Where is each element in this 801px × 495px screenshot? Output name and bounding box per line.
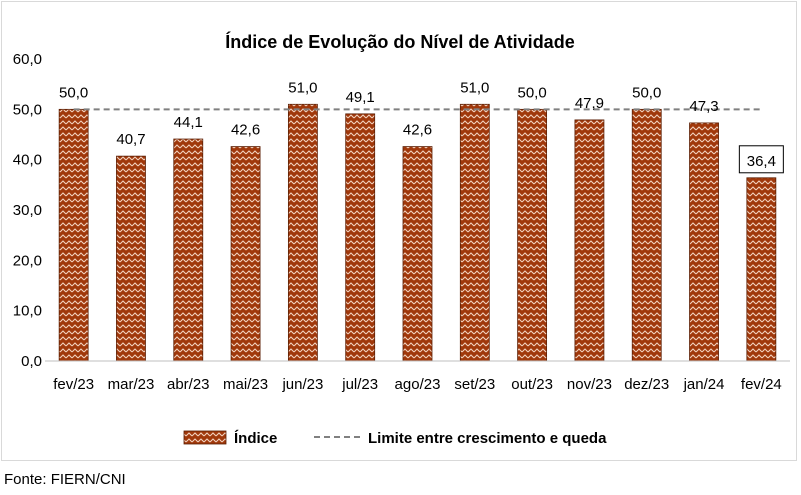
x-tick-label: jul/23 [341, 376, 378, 393]
value-label: 50,0 [518, 84, 547, 101]
x-tick-label: out/23 [511, 376, 553, 393]
y-tick-label: 10,0 [13, 303, 42, 320]
value-label: 42,6 [231, 122, 260, 139]
y-tick-label: 0,0 [21, 353, 42, 370]
legend-swatch-indice [183, 430, 227, 445]
x-tick-label: nov/23 [567, 376, 612, 393]
bar-ago-23 [402, 146, 433, 362]
source-note: Fonte: FIERN/CNI [4, 471, 126, 488]
y-tick-label: 20,0 [13, 252, 42, 269]
bar-set-23 [459, 103, 490, 362]
x-tick-label: mar/23 [108, 376, 155, 393]
y-tick-label: 50,0 [13, 101, 42, 118]
x-axis: fev/23 mar/23 abr/23 mai/23 jun/23 jul/23 ago/… [45, 360, 790, 393]
bar-mai-23 [230, 146, 261, 362]
value-label: 50,0 [59, 84, 88, 101]
x-tick-label: abr/23 [167, 376, 210, 393]
bar-jul-23 [345, 113, 376, 362]
x-tick-label: jun/23 [281, 376, 323, 393]
value-label: 47,3 [689, 98, 718, 115]
value-label: 51,0 [288, 79, 317, 96]
legend-label-indice: Índice [234, 430, 277, 447]
bar-jun-23 [287, 103, 318, 362]
value-label-box [738, 145, 784, 174]
x-tick-label: ago/23 [395, 376, 441, 393]
bar-jan-24 [689, 122, 719, 362]
value-label: 51,0 [460, 79, 489, 96]
value-label: 44,1 [174, 114, 203, 131]
x-tick-label: dez/23 [624, 376, 669, 393]
bar-out-23 [517, 108, 548, 362]
value-label: 42,6 [403, 122, 432, 139]
bar-nov-23 [574, 119, 605, 362]
bar-mar-23 [116, 155, 146, 362]
value-label: 47,9 [575, 95, 604, 112]
chart-title: Índice de Evolução do Nível de Atividade [225, 31, 574, 52]
value-label: 50,0 [632, 84, 661, 101]
value-labels: 50,0 40,7 44,1 42,6 51,0 49,1 42,6 51,0 50,0 47,9… [59, 79, 784, 174]
x-tick-label: fev/23 [53, 376, 94, 393]
y-axis: 0,0 10,0 20,0 30,0 40,0 50,0 60,0 [13, 51, 42, 370]
x-tick-label: set/23 [454, 376, 495, 393]
x-tick-label: fev/24 [741, 376, 782, 393]
legend-label-reference: Limite entre crescimento e queda [368, 430, 607, 447]
y-tick-label: 40,0 [13, 152, 42, 169]
bar-fev-23 [58, 108, 89, 362]
bars [58, 103, 777, 362]
y-tick-label: 30,0 [13, 202, 42, 219]
legend: Índice Limite entre crescimento e queda [183, 430, 607, 447]
value-label: 36,4 [747, 153, 776, 170]
x-tick-label: jan/24 [683, 376, 725, 393]
bar-abr-23 [173, 138, 204, 362]
y-tick-label: 60,0 [13, 51, 42, 68]
x-tick-label: mai/23 [223, 376, 268, 393]
value-label: 49,1 [346, 89, 375, 106]
bar-dez-23 [631, 108, 662, 362]
bar-fev-24 [746, 177, 777, 362]
value-label: 40,7 [116, 131, 145, 148]
